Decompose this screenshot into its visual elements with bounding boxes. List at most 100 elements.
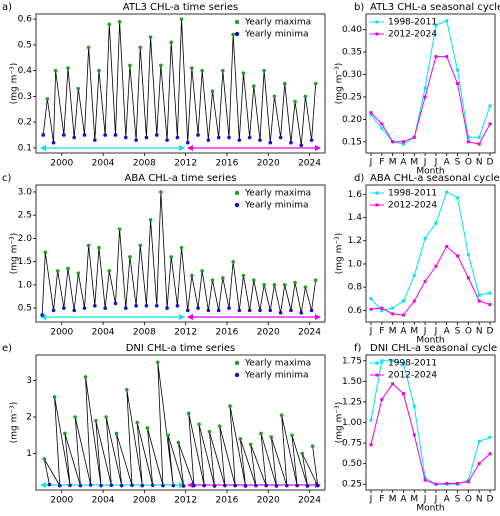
point: [466, 276, 470, 280]
point: [248, 442, 253, 447]
legend-label: Yearly maxima: [244, 359, 311, 369]
point: [391, 312, 395, 316]
chart-title: ABA CHL-a time series: [125, 173, 237, 184]
x-tick-label: 2020: [257, 328, 280, 338]
point: [135, 420, 139, 425]
panel-label: a): [2, 2, 12, 13]
point: [289, 140, 293, 145]
x-tick-label: 2016: [215, 496, 238, 506]
point: [175, 135, 180, 140]
point: [309, 138, 314, 142]
plot-frame: [35, 184, 326, 323]
point: [237, 138, 242, 142]
point: [477, 299, 481, 303]
x-tick-label: 2008: [133, 328, 156, 338]
point: [303, 94, 308, 99]
point: [86, 243, 91, 248]
x-axis-label: Month: [416, 336, 444, 346]
point: [423, 279, 427, 283]
y-axis-label: (mg m⁻³): [10, 63, 20, 105]
y-tick-label: 0.75: [342, 439, 362, 449]
point: [192, 483, 196, 488]
point: [477, 439, 481, 443]
x-tick-label: D: [487, 158, 494, 168]
legend-marker: [234, 372, 240, 378]
y-tick-label: 1.50: [342, 377, 362, 387]
legend-label: 1998-2011: [388, 359, 437, 369]
y-tick-label: 1.0: [348, 259, 363, 269]
y-tick-label: 1.75: [342, 356, 362, 366]
point: [369, 297, 373, 301]
point: [456, 254, 460, 258]
point: [86, 45, 91, 50]
series-line: [370, 383, 491, 485]
panel-label: b): [354, 2, 364, 13]
legend-marker: [375, 191, 379, 195]
x-tick-label: O: [465, 327, 472, 337]
x-tick-label: D: [487, 495, 494, 505]
point: [369, 443, 373, 447]
series-line: [370, 56, 491, 145]
x-tick-label: J: [434, 158, 438, 168]
point: [200, 269, 204, 273]
point: [62, 133, 66, 137]
point: [93, 303, 97, 308]
plot-frame: [365, 13, 496, 154]
point: [148, 218, 153, 222]
point: [380, 397, 384, 401]
point: [47, 482, 52, 487]
x-tick-label: N: [476, 158, 483, 168]
x-tick-label: J: [369, 158, 373, 168]
x-tick-label: F: [379, 158, 384, 168]
point: [412, 274, 416, 278]
point: [41, 133, 46, 137]
point: [45, 97, 50, 101]
legend-label: 2012-2024: [388, 201, 437, 211]
plot-frame: [35, 354, 326, 491]
point: [445, 190, 449, 194]
y-axis-label: (mg m⁻³): [335, 233, 345, 275]
point: [123, 306, 128, 310]
point: [303, 285, 308, 289]
point: [369, 111, 373, 115]
x-axis-label: Month: [416, 167, 444, 177]
legend-label: 1998-2011: [388, 189, 437, 199]
y-tick-label: 0.25: [342, 480, 362, 490]
period-arrows: [40, 145, 321, 488]
point: [109, 483, 114, 488]
point: [165, 138, 169, 142]
point: [380, 126, 384, 130]
point: [175, 303, 180, 308]
point: [391, 359, 395, 363]
point: [278, 135, 283, 140]
point: [310, 444, 315, 449]
x-tick-label: A: [400, 158, 407, 168]
x-tick-label: S: [455, 327, 461, 337]
point: [185, 140, 190, 145]
x-tick-label: O: [465, 158, 472, 168]
x-tick-label: 2004: [92, 496, 115, 506]
point: [113, 133, 118, 137]
point: [369, 113, 373, 117]
point: [128, 255, 132, 259]
point: [210, 89, 215, 94]
point: [445, 19, 449, 23]
point: [300, 451, 305, 456]
y-tick-label: 0.30: [342, 70, 362, 80]
point: [434, 23, 438, 27]
legend-label: 1998-2011: [388, 18, 437, 28]
point: [76, 86, 81, 91]
point: [185, 308, 190, 313]
point: [42, 457, 47, 461]
point: [179, 245, 184, 250]
point: [305, 484, 310, 488]
point: [412, 135, 416, 139]
legend-marker: [234, 19, 240, 25]
point: [477, 135, 481, 139]
point: [68, 483, 72, 488]
point: [243, 484, 248, 488]
y-tick-label: 0.4: [18, 66, 33, 76]
point: [466, 480, 470, 484]
x-tick-label: M: [410, 327, 418, 337]
point: [285, 483, 289, 488]
